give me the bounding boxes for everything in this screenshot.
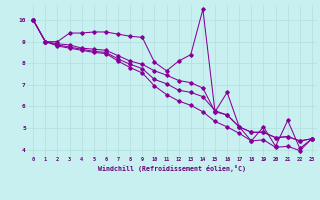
X-axis label: Windchill (Refroidissement éolien,°C): Windchill (Refroidissement éolien,°C) — [98, 165, 246, 172]
